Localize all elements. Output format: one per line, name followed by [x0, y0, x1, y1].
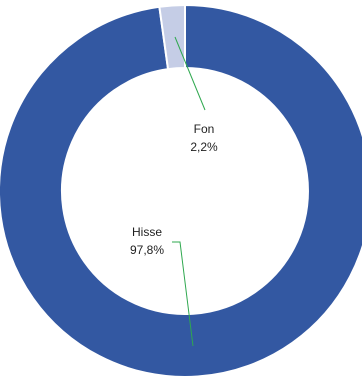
slice-label-fon-value: 2,2%	[190, 140, 218, 154]
slice-label-hisse-name: Hisse	[132, 225, 162, 239]
leader-line-fon	[174, 36, 206, 111]
slice-label-fon-name: Fon	[194, 122, 215, 136]
donut-slice-fon	[158, 3, 186, 71]
donut-slices	[0, 3, 362, 378]
leader-line-hisse	[172, 241, 194, 347]
donut-slice-hisse	[0, 3, 362, 378]
slice-label-hisse-value: 97,8%	[130, 243, 164, 257]
